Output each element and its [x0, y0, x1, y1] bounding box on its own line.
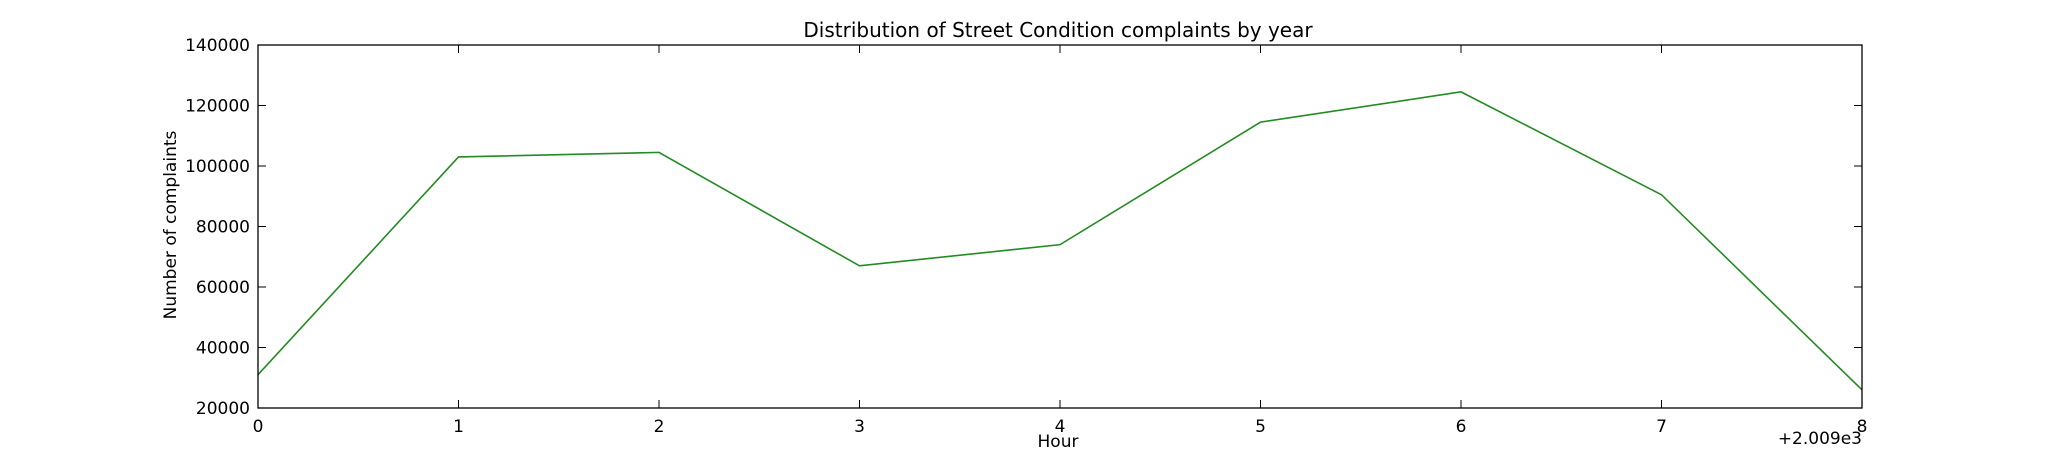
x-tick-label: 1: [453, 417, 464, 437]
x-tick-label: 5: [1255, 417, 1266, 437]
y-tick-label: 20000: [196, 399, 250, 419]
y-tick-label: 60000: [196, 278, 250, 298]
series-line: [257, 91, 1863, 391]
y-tick-label: 140000: [185, 36, 250, 56]
y-tick-label: 100000: [185, 157, 250, 177]
ticks-layer: 0 1 2 3 4 5 6 7 8 20000 40000 60000 80000 100000 12000…: [185, 36, 1867, 437]
y-axis-label: Number of complaints: [161, 130, 181, 319]
y-tick-label: 40000: [196, 339, 250, 359]
plot-frame: [257, 44, 1863, 409]
y-tick-label: 80000: [196, 218, 250, 238]
x-tick-label: 8: [1857, 417, 1868, 437]
x-axis-offset-label: +2.009e3: [1778, 429, 1862, 449]
x-tick-label: 4: [1055, 417, 1066, 437]
x-tick-label: 0: [253, 417, 264, 437]
series-layer: [257, 91, 1863, 391]
x-tick-label: 6: [1456, 417, 1467, 437]
chart-title: Distribution of Street Condition complai…: [803, 18, 1313, 42]
y-tick-label: 120000: [185, 97, 250, 117]
x-axis-label: Hour: [1038, 432, 1079, 450]
x-tick-label: 7: [1656, 417, 1667, 437]
x-tick-label: 3: [854, 417, 865, 437]
x-tick-label: 2: [654, 417, 665, 437]
